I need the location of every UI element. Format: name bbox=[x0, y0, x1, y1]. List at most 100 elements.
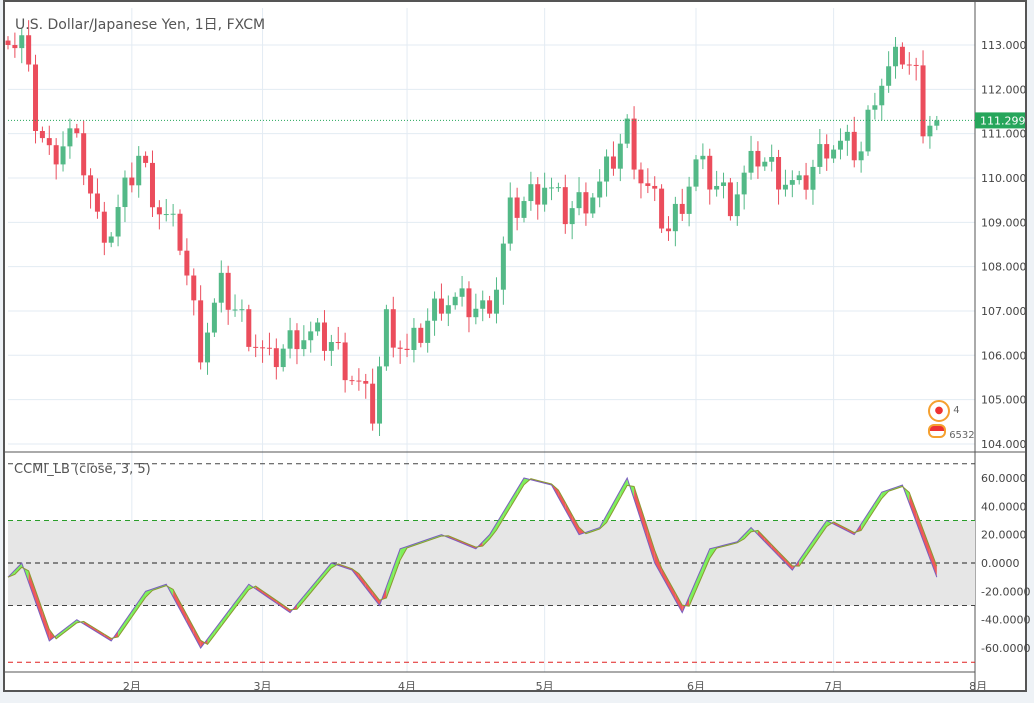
indicator-fill bbox=[565, 502, 573, 523]
candle-body bbox=[480, 300, 486, 309]
badge-code: 6532 bbox=[949, 430, 975, 441]
indicator-fill bbox=[42, 609, 50, 641]
candle-body bbox=[810, 166, 816, 190]
indicator-fill bbox=[689, 580, 696, 607]
candle-body bbox=[865, 109, 871, 152]
indicator-fill bbox=[916, 510, 924, 541]
x-tick-label: 7月 bbox=[825, 680, 843, 693]
candle-body bbox=[53, 145, 59, 165]
indicator-fill bbox=[56, 630, 64, 639]
indicator-fill bbox=[613, 490, 621, 511]
candle-body bbox=[321, 322, 327, 351]
indicator-tick-label: 20.0000 bbox=[981, 529, 1027, 542]
candle-body bbox=[156, 207, 162, 215]
indicator-fill bbox=[207, 629, 215, 645]
candle-body bbox=[487, 300, 493, 314]
candle-body bbox=[246, 309, 252, 347]
current-price-badge bbox=[975, 112, 1025, 129]
candle-body bbox=[659, 188, 665, 229]
candle-body bbox=[700, 155, 706, 160]
candle-body bbox=[301, 340, 307, 350]
candle-body bbox=[831, 149, 837, 159]
candle-body bbox=[266, 347, 272, 349]
indicator-fill bbox=[131, 601, 139, 618]
candle-body bbox=[335, 342, 341, 344]
indicator-fill bbox=[262, 590, 270, 599]
candle-body bbox=[762, 161, 768, 167]
candle-body bbox=[597, 181, 603, 198]
candle-body bbox=[294, 330, 300, 350]
candle-body bbox=[789, 180, 795, 185]
candle-body bbox=[191, 275, 197, 301]
candle-body bbox=[232, 309, 238, 311]
x-tick-label: 5月 bbox=[536, 680, 554, 693]
candle-body bbox=[652, 185, 658, 189]
candle-body bbox=[714, 185, 720, 190]
badge-icons[interactable]: ● 4 6532 bbox=[928, 400, 975, 441]
current-price-label: 111.299 bbox=[980, 114, 1026, 127]
candle-body bbox=[672, 203, 678, 232]
ccmi-line bbox=[7, 476, 938, 649]
x-tick-label: 3月 bbox=[254, 680, 272, 693]
y-tick-label: 105.000 bbox=[981, 394, 1027, 407]
candle-body bbox=[500, 243, 506, 290]
y-tick-label: 107.000 bbox=[981, 305, 1027, 318]
y-tick-label: 110.000 bbox=[981, 172, 1027, 185]
candle-body bbox=[136, 155, 142, 186]
indicator-fill bbox=[771, 544, 779, 556]
candle-body bbox=[356, 380, 362, 382]
indicator-fill bbox=[324, 563, 332, 577]
candle-body bbox=[535, 184, 541, 205]
candle-body bbox=[782, 184, 788, 190]
candle-body bbox=[776, 157, 782, 190]
indicator-fill bbox=[923, 529, 930, 559]
candle-body bbox=[390, 309, 396, 348]
indicator-fill bbox=[69, 619, 77, 629]
y-tick-label: 108.000 bbox=[981, 261, 1027, 274]
candle-body bbox=[824, 144, 830, 159]
indicator-fill bbox=[482, 534, 490, 546]
candle-body bbox=[211, 302, 217, 333]
candle-body bbox=[665, 228, 671, 232]
candle-body bbox=[101, 211, 107, 243]
flag-icon[interactable]: 6532 bbox=[928, 424, 975, 441]
x-tick-label: 8月 bbox=[969, 680, 987, 693]
indicator-tick-label: -40.0000 bbox=[981, 614, 1030, 627]
indicator-fill bbox=[63, 624, 70, 634]
candle-body bbox=[886, 66, 892, 86]
event-icon[interactable]: ● bbox=[928, 400, 950, 422]
candle-body bbox=[624, 118, 630, 144]
indicator-fill bbox=[283, 605, 291, 613]
indicator-fill bbox=[358, 573, 366, 588]
candle-body bbox=[803, 175, 809, 190]
candle-body bbox=[404, 348, 410, 350]
candle-body bbox=[218, 272, 224, 303]
candle-body bbox=[280, 348, 286, 368]
indicator-fill bbox=[214, 620, 222, 636]
indicator-fill bbox=[276, 600, 284, 608]
indicator-fill bbox=[757, 530, 765, 542]
indicator-fill bbox=[241, 584, 249, 599]
badge-count: 4 bbox=[953, 405, 960, 416]
candle-body bbox=[445, 305, 451, 314]
indicator-fill bbox=[104, 634, 112, 641]
indicator-fill bbox=[868, 502, 875, 520]
candle-body bbox=[879, 85, 885, 106]
candle-body bbox=[239, 309, 245, 311]
candle-body bbox=[163, 214, 169, 216]
indicator-fill bbox=[572, 514, 580, 535]
indicator-fill bbox=[812, 530, 820, 547]
candle-body bbox=[184, 250, 190, 276]
candle-body bbox=[755, 150, 761, 167]
indicator-tick-label: 40.0000 bbox=[981, 500, 1027, 513]
indicator-fill bbox=[819, 520, 827, 537]
indicator-fill bbox=[269, 595, 277, 604]
candle-body bbox=[562, 187, 568, 225]
candle-body bbox=[796, 175, 802, 181]
indicator-fill bbox=[744, 527, 752, 539]
candle-body bbox=[88, 175, 94, 194]
indicator-fill bbox=[909, 492, 917, 522]
candle-body bbox=[94, 193, 100, 212]
candle-body bbox=[225, 272, 231, 310]
